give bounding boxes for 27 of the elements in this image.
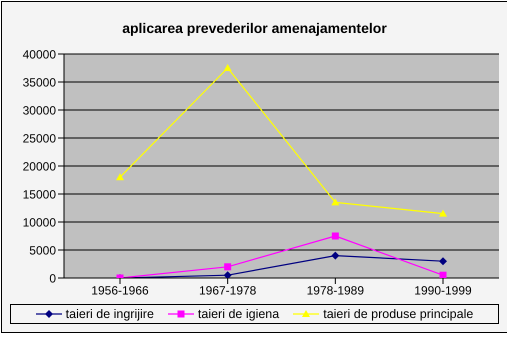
point [224, 64, 232, 71]
y-tick-label: 30000 [22, 103, 56, 118]
legend-label: taieri de igiena [198, 307, 280, 321]
x-tick-label: 1978-1989 [306, 284, 364, 298]
chart-title: aplicarea prevederilor amenajamentelor [121, 20, 388, 36]
y-tick-label: 20000 [22, 159, 56, 174]
point [439, 210, 447, 217]
legend-label: taieri de produse principale [323, 307, 474, 321]
point [116, 173, 124, 180]
y-tick-label: 0 [49, 271, 56, 286]
y-tick-label: 10000 [22, 215, 56, 230]
point [440, 272, 446, 278]
point [331, 252, 340, 260]
y-tick-label: 40000 [22, 47, 56, 62]
y-tick-label: 35000 [22, 75, 56, 90]
x-tick-label: 1990-1999 [414, 284, 472, 298]
point [439, 257, 447, 266]
point [331, 198, 340, 206]
y-tick-label: 15000 [22, 187, 56, 202]
y-tick-label: 25000 [22, 131, 56, 146]
point [224, 271, 232, 278]
y-tick-label: 5000 [29, 243, 56, 258]
point [224, 263, 232, 270]
x-tick-label: 1967-1978 [198, 284, 257, 298]
x-tick-label: 1956-1966 [91, 284, 150, 298]
point [332, 232, 339, 240]
legend-label: taieri de ingrijire [66, 307, 154, 321]
